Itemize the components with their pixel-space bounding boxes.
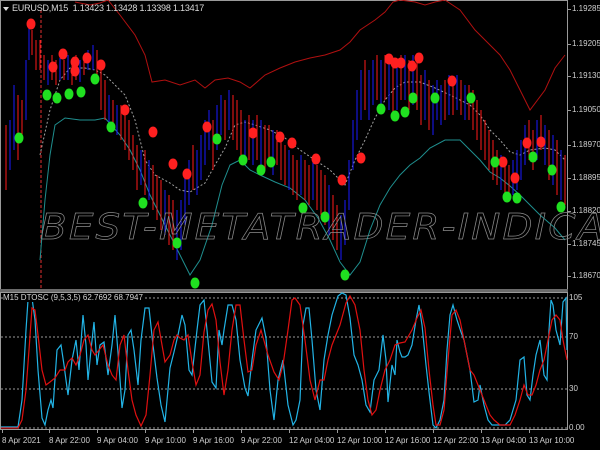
time-tick [385, 430, 386, 433]
watermark: BEST-METATRADER-INDICATORS.COM [40, 207, 600, 249]
oscillator-slow-line [1, 294, 568, 429]
price-tick [568, 110, 571, 111]
price-tick [568, 9, 571, 10]
level-label: 105 [569, 293, 583, 302]
time-tick [529, 430, 530, 433]
time-label: 8 Apr 2021 [2, 436, 41, 445]
middle-line [39, 67, 566, 193]
time-tick [337, 430, 338, 433]
time-tick [193, 430, 194, 433]
time-tick [289, 430, 290, 433]
buy-signal-markers [14, 73, 566, 289]
price-tick [568, 76, 571, 77]
chart-menu-triangle-icon[interactable] [3, 6, 9, 11]
lower-band-line [39, 117, 566, 276]
price-label: 1.19050 [572, 105, 600, 114]
price-tick [568, 211, 571, 212]
price-label: 1.18970 [572, 140, 600, 149]
chart-canvas [1, 0, 568, 430]
time-label: 9 Apr 10:00 [145, 436, 186, 445]
price-label: 1.19205 [572, 39, 600, 48]
time-label: 13 Apr 04:00 [481, 436, 527, 445]
price-label: 1.19130 [572, 71, 600, 80]
time-label: 9 Apr 04:00 [97, 436, 138, 445]
price-label: 1.18820 [572, 206, 600, 215]
time-tick [49, 430, 50, 433]
time-tick [241, 430, 242, 433]
level-label: 30 [569, 384, 578, 393]
time-label: 12 Apr 10:00 [337, 436, 383, 445]
level-label: 70 [569, 332, 578, 341]
ohlc-values: 1.13423 1.13428 1.13398 1.13417 [72, 3, 205, 13]
time-label: 9 Apr 16:00 [193, 436, 234, 445]
time-label: 9 Apr 22:00 [241, 436, 282, 445]
price-tick [568, 244, 571, 245]
price-tick [568, 276, 571, 277]
time-label: 8 Apr 22:00 [49, 436, 90, 445]
price-label: 1.19285 [572, 4, 600, 13]
time-tick [481, 430, 482, 433]
time-label: 12 Apr 22:00 [433, 436, 479, 445]
time-tick [97, 430, 98, 433]
oscillator-levels [1, 297, 567, 429]
price-tick [568, 44, 571, 45]
level-label: 0.00 [569, 423, 585, 432]
time-label: 13 Apr 10:00 [529, 436, 575, 445]
chart-header: EURUSD,M15 1.13423 1.13428 1.13398 1.134… [3, 3, 204, 13]
main-chart-pane[interactable] [0, 0, 568, 289]
price-tick [568, 178, 571, 179]
price-label: 1.18895 [572, 173, 600, 182]
upper-band-line [74, 0, 566, 111]
time-tick [433, 430, 434, 433]
indicator-title: M15 DTOSC (9,5,3,5) 62.7692 68.7947 [3, 293, 143, 302]
indicator-pane[interactable] [0, 292, 568, 430]
price-label: 1.18670 [572, 271, 600, 280]
time-label: 12 Apr 04:00 [289, 436, 335, 445]
time-label: 12 Apr 16:00 [385, 436, 431, 445]
oscillator-fast-line [1, 292, 568, 430]
sell-signal-markers [26, 18, 546, 186]
symbol-timeframe: EURUSD,M15 [12, 3, 69, 13]
price-label: 1.18745 [572, 239, 600, 248]
time-tick [145, 430, 146, 433]
time-tick [2, 430, 3, 433]
pane-separator[interactable] [0, 289, 568, 292]
price-tick [568, 145, 571, 146]
